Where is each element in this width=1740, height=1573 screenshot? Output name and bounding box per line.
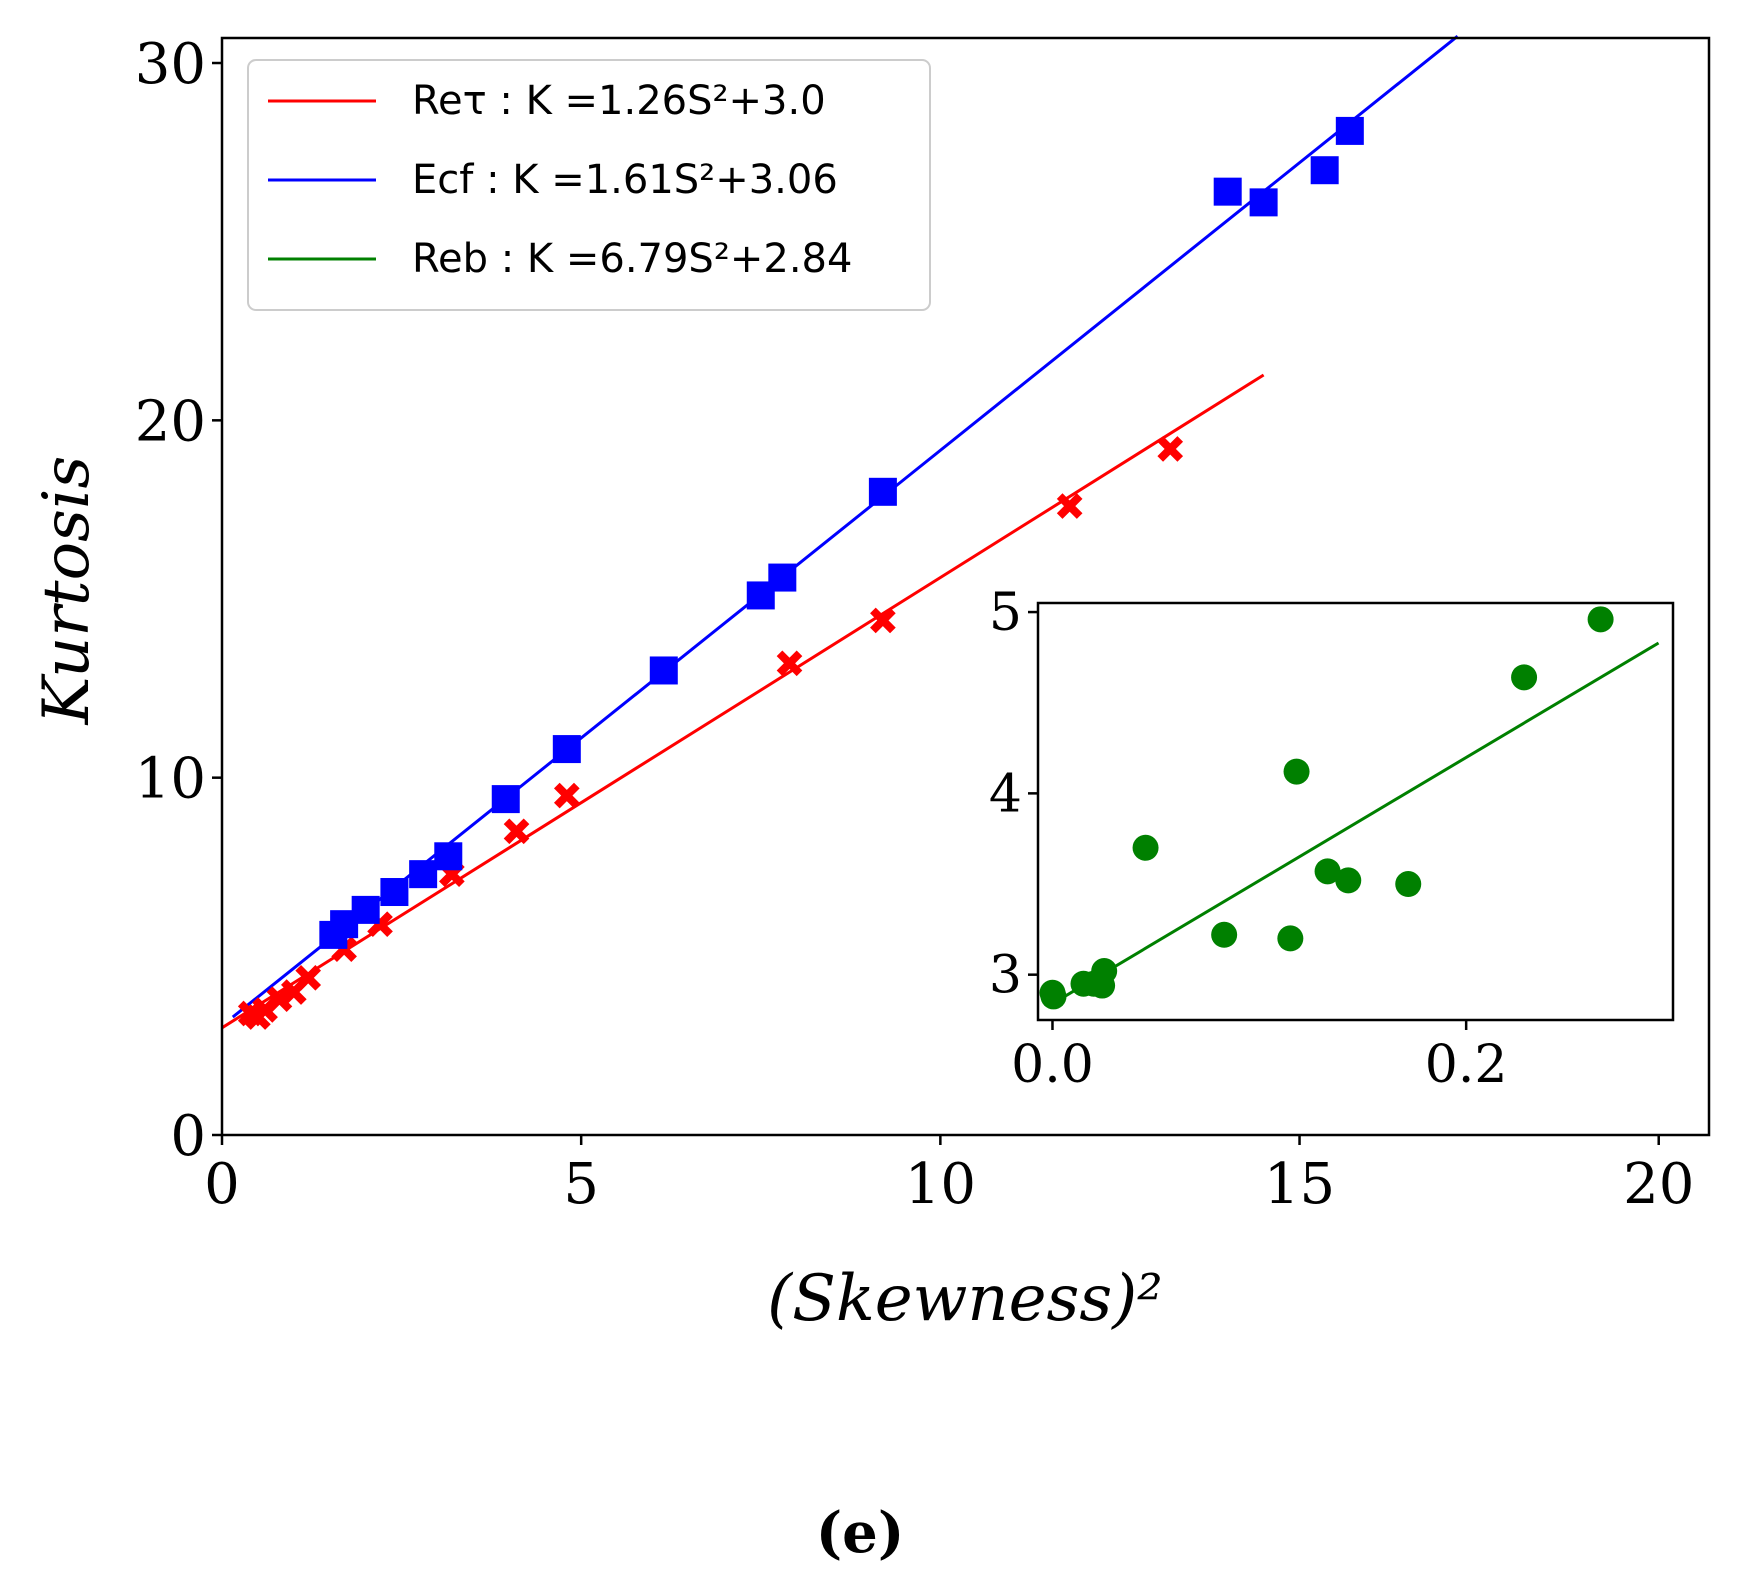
main-point-e-cf: [1335, 116, 1364, 145]
legend: Reτ : K =1.26S²+3.0 Ecf : K =1.61S²+3.06…: [247, 59, 931, 311]
inset-point-re-b: [1091, 958, 1118, 985]
main-point-re-: [503, 818, 530, 845]
inset-fit-line-re-b: [1051, 641, 1660, 1005]
main-point-e-cf: [1249, 188, 1278, 217]
main-x-tick-label: 20: [1623, 1152, 1694, 1217]
inset-markers: [1039, 606, 1614, 1010]
inset-y-tick-label: 4: [989, 764, 1022, 824]
main-x-tick-label: 5: [563, 1152, 599, 1217]
inset-point-re-b: [1511, 664, 1538, 691]
inset-point-re-b: [1132, 834, 1159, 861]
main-point-e-cf: [552, 735, 581, 764]
main-point-re-: [1056, 493, 1083, 519]
main-point-e-cf: [380, 878, 409, 907]
inset-point-re-b: [1040, 983, 1067, 1010]
main-y-tick-label: 0: [170, 1104, 206, 1169]
main-y-tick-label: 20: [135, 389, 206, 454]
main-point-re-: [266, 986, 293, 1013]
legend-label-re-tau: Reτ : K =1.26S²+3.0: [412, 78, 826, 124]
main-point-re-: [776, 650, 803, 677]
main-y-tick-label: 30: [135, 32, 206, 97]
inset-plot: 0.0 0.2 3 4 5: [989, 583, 1675, 1095]
main-y-tick-label: 10: [135, 747, 206, 812]
legend-label-e-cf: Ecf : K =1.61S²+3.06: [412, 157, 838, 203]
main-x-ticks: 0 5 10 15 20: [204, 1135, 1694, 1217]
main-fit-line-re-: [221, 373, 1265, 1030]
main-point-e-cf: [1310, 156, 1339, 185]
inset-x-tick-label: 0.0: [1011, 1035, 1094, 1095]
main-point-re-: [1157, 436, 1184, 462]
legend-box: [247, 59, 931, 311]
inset-fit-lines: [1051, 641, 1660, 1005]
inset-background: [1038, 603, 1673, 1020]
main-point-e-cf: [768, 563, 797, 592]
main-plot: 0 5 10 15 20 0 10 20 30 (Skewness)² Kurtosis: [30, 32, 1711, 1336]
main-point-e-cf: [434, 842, 463, 871]
inset-y-tick-label: 3: [989, 946, 1022, 1006]
inset-point-re-b: [1211, 921, 1238, 948]
y-axis-label: Kurtosis: [30, 456, 104, 726]
legend-label-re-b: Reb : K =6.79S²+2.84: [412, 236, 852, 282]
inset-point-re-b: [1277, 925, 1304, 952]
inset-frame: [1036, 601, 1675, 1022]
inset-point-re-b: [1587, 606, 1614, 633]
main-point-re-: [295, 964, 322, 991]
main-point-e-cf: [1213, 177, 1242, 206]
inset-point-re-b: [1283, 758, 1310, 785]
inset-x-ticks: 0.0 0.2: [1011, 1020, 1508, 1095]
panel-label: (e): [816, 1500, 905, 1566]
main-point-e-cf: [868, 477, 897, 506]
main-point-re-: [553, 782, 580, 809]
inset-y-ticks: 3 4 5: [989, 583, 1038, 1006]
main-plot-frame: [220, 36, 1711, 1137]
x-axis-label: (Skewness)²: [767, 1262, 1163, 1336]
main-x-tick-label: 10: [905, 1152, 976, 1217]
main-point-re-: [870, 607, 896, 634]
main-point-e-cf: [649, 656, 678, 685]
inset-point-re-b: [1335, 867, 1362, 894]
inset-point-re-b: [1314, 858, 1341, 885]
inset-x-tick-label: 0.2: [1425, 1035, 1508, 1095]
inset-point-re-b: [1395, 871, 1422, 898]
main-point-e-cf: [409, 860, 438, 889]
main-x-tick-label: 0: [204, 1152, 240, 1217]
main-point-e-cf: [351, 895, 380, 924]
main-markers: [237, 116, 1364, 1030]
main-x-tick-label: 15: [1264, 1152, 1335, 1217]
main-point-e-cf: [491, 785, 520, 814]
main-y-ticks: 0 10 20 30: [135, 32, 222, 1169]
inset-y-tick-label: 5: [989, 583, 1022, 643]
